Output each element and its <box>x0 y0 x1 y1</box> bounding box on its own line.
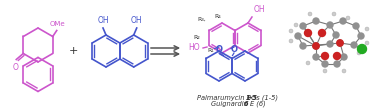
Text: 6: 6 <box>244 101 248 107</box>
Text: O: O <box>12 62 18 71</box>
Circle shape <box>294 23 298 27</box>
Text: R₂: R₂ <box>193 35 200 40</box>
Circle shape <box>346 16 350 20</box>
Text: O: O <box>215 46 223 55</box>
Text: OH: OH <box>254 5 266 14</box>
Text: Guignardin E (6): Guignardin E (6) <box>211 100 265 107</box>
Circle shape <box>357 51 361 55</box>
Circle shape <box>295 33 301 39</box>
Text: HO: HO <box>188 44 200 53</box>
Circle shape <box>341 54 347 60</box>
Text: R₄: R₄ <box>214 15 221 20</box>
Text: R₁: R₁ <box>207 48 214 53</box>
Text: OH: OH <box>131 16 143 25</box>
Text: +: + <box>68 46 78 56</box>
Circle shape <box>327 41 333 47</box>
Circle shape <box>305 30 311 37</box>
Circle shape <box>353 23 359 29</box>
Circle shape <box>365 41 369 45</box>
Circle shape <box>300 23 306 29</box>
Circle shape <box>342 69 346 73</box>
Circle shape <box>300 43 306 49</box>
Text: R₃,: R₃, <box>197 17 206 22</box>
Circle shape <box>313 43 319 49</box>
Circle shape <box>337 40 343 46</box>
Circle shape <box>289 39 293 43</box>
Circle shape <box>351 42 357 48</box>
Text: 1-5: 1-5 <box>245 95 257 101</box>
Text: O: O <box>231 46 237 55</box>
Circle shape <box>334 61 340 67</box>
Circle shape <box>358 33 364 39</box>
Circle shape <box>322 61 328 67</box>
Circle shape <box>333 32 339 38</box>
Circle shape <box>327 22 333 28</box>
Circle shape <box>337 40 343 46</box>
Circle shape <box>332 12 336 16</box>
Circle shape <box>289 29 293 33</box>
Circle shape <box>313 54 319 60</box>
Circle shape <box>319 30 325 37</box>
Circle shape <box>340 18 346 24</box>
Text: OMe: OMe <box>50 22 65 28</box>
Circle shape <box>308 12 312 16</box>
Circle shape <box>358 45 367 54</box>
Circle shape <box>365 27 369 31</box>
Circle shape <box>322 53 328 59</box>
Circle shape <box>323 69 327 73</box>
Circle shape <box>313 43 319 49</box>
Circle shape <box>313 18 319 24</box>
Text: OH: OH <box>97 16 109 25</box>
Circle shape <box>333 53 341 59</box>
Circle shape <box>306 61 310 65</box>
Text: Palmarumycin BGs (⁠⁠⁠1-5): Palmarumycin BGs (⁠⁠⁠1-5) <box>197 94 279 101</box>
